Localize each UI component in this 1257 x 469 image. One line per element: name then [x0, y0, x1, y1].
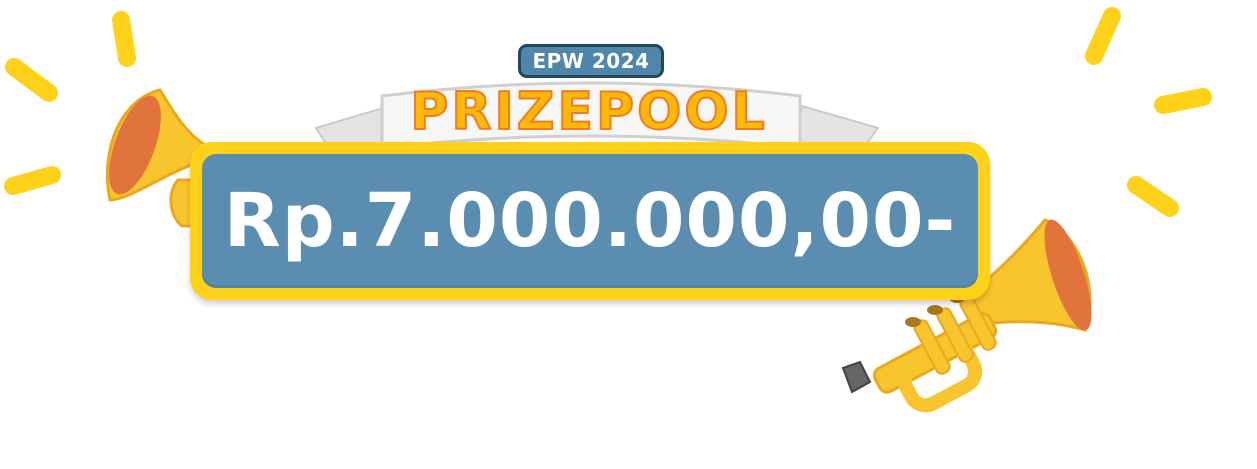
prize-amount: Rp.7.000.000,00-: [223, 178, 957, 264]
trumpet-right-icon: [841, 218, 1092, 413]
sparkle-rays-right-icon: [1085, 7, 1212, 217]
sparkle-rays-left-icon: [4, 11, 136, 195]
event-badge: EPW 2024: [518, 44, 664, 78]
prize-panel: Rp.7.000.000,00-: [202, 154, 978, 288]
prize-frame: Rp.7.000.000,00-: [190, 142, 990, 300]
prizepool-title: PRIZEPOOL !: [409, 82, 768, 142]
